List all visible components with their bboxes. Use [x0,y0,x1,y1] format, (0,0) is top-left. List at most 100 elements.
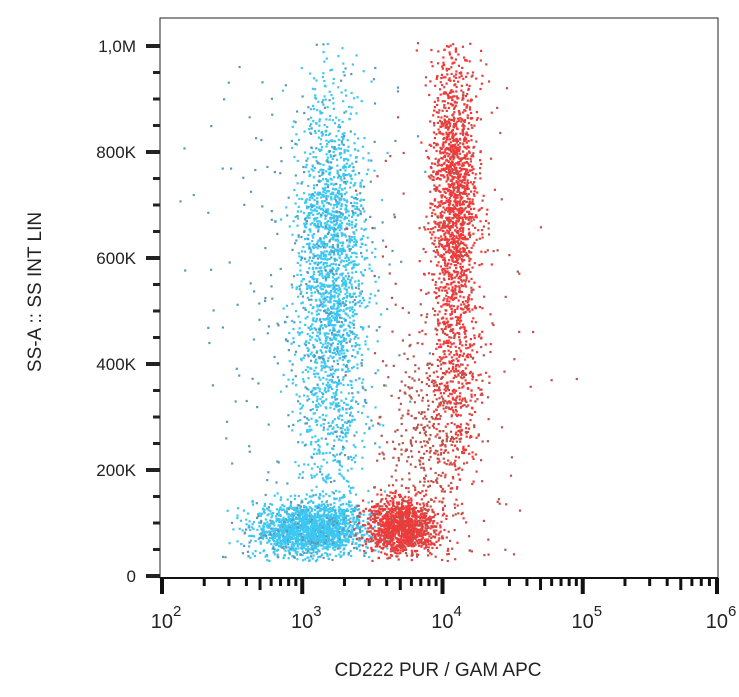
event-point [308,256,311,259]
event-point [328,165,331,168]
event-point [368,301,371,304]
event-point [323,283,326,286]
event-point [293,242,297,245]
event-point [382,543,385,546]
event-point [330,480,333,484]
event-point [388,540,392,543]
event-point [339,147,342,150]
event-point [311,267,314,270]
event-point [318,339,322,342]
event-point [301,476,304,479]
event-point [346,509,349,513]
event-point [339,176,342,179]
event-point [292,220,295,223]
event-point [299,534,302,537]
event-point [331,267,334,270]
event-point [356,193,359,196]
event-point [308,216,311,219]
event-point [279,172,282,175]
event-point [341,355,345,358]
event-point [301,500,304,503]
event-point [325,332,328,335]
event-point [359,529,362,532]
event-point [318,503,321,506]
event-point [322,252,325,255]
event-point [322,376,325,379]
event-point [403,511,407,514]
event-point [335,541,338,544]
event-point [442,512,445,515]
event-point [303,229,306,232]
event-point [393,213,396,216]
event-point [318,298,321,301]
event-point [400,530,403,533]
event-point [341,132,344,136]
event-point [296,273,299,276]
event-point [289,524,292,527]
event-point [347,334,350,337]
event-point [297,420,300,423]
event-point [325,118,328,121]
event-point [329,253,332,256]
event-point [337,189,340,192]
event-point [339,299,342,302]
event-point [281,518,284,521]
event-point [284,540,287,543]
event-point [318,207,321,210]
event-point [339,427,342,430]
event-point [386,536,390,539]
event-point [337,203,340,206]
event-point [246,512,250,515]
event-point [313,531,316,534]
event-point [327,508,330,511]
event-point [429,543,432,546]
event-point [360,179,363,182]
event-point [420,544,423,547]
event-point [382,528,386,531]
event-point [273,355,276,359]
event-point [366,537,369,541]
event-point [377,550,380,553]
event-point [324,387,327,390]
event-point [210,268,213,271]
event-point [274,535,277,538]
event-point [333,250,336,253]
event-point [276,548,279,551]
event-point [319,112,322,115]
event-point [331,547,334,550]
event-point [378,505,381,508]
event-point [339,309,342,312]
event-point [303,463,306,466]
event-point [331,518,334,521]
event-point [323,539,326,543]
event-point [354,454,357,457]
event-point [327,473,330,476]
event-point [292,120,295,123]
event-point [350,507,353,510]
event-point [323,286,326,289]
event-point [315,310,318,313]
event-point [373,102,377,105]
event-point [336,268,339,272]
event-point [397,545,400,548]
event-point [364,551,368,554]
event-point [330,331,334,334]
event-point [412,545,415,548]
event-point [392,528,395,531]
event-point [325,383,328,387]
event-point [273,553,276,556]
event-point [343,317,346,320]
event-point [321,351,324,354]
event-point [342,100,345,103]
event-point [315,551,318,554]
event-point [317,162,320,165]
event-point [341,241,344,244]
event-point [354,342,357,345]
event-point [315,351,318,354]
event-point [283,547,286,551]
event-point [298,510,301,513]
event-point [319,169,322,172]
event-point [270,285,273,288]
event-point [388,495,391,498]
event-point [394,489,397,492]
